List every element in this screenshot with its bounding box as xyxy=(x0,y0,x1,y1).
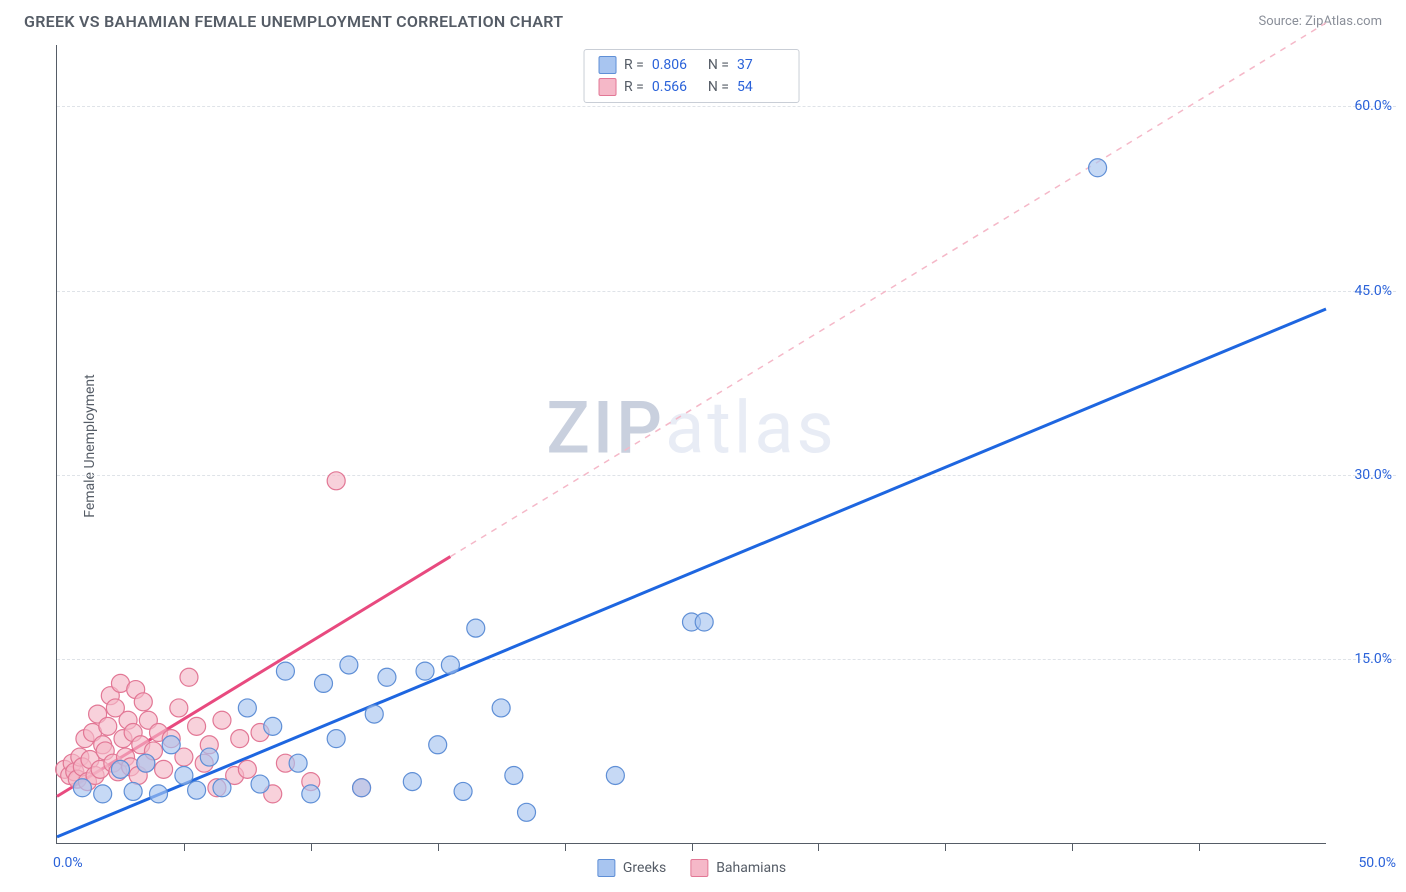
scatter-point xyxy=(314,674,332,692)
r-value-greeks: 0.806 xyxy=(652,57,700,73)
legend-row-bahamians: R = 0.566 N = 54 xyxy=(598,76,785,98)
swatch-greeks-icon xyxy=(598,56,616,74)
scatter-point xyxy=(429,736,447,754)
scatter-point xyxy=(73,779,91,797)
swatch-bahamians-icon xyxy=(598,78,616,96)
y-tick-label: 60.0% xyxy=(1354,98,1392,114)
chart-plot-area: ZIPatlas 15.0%30.0%45.0%60.0% 0.0% 50.0%… xyxy=(56,45,1326,844)
scatter-point xyxy=(327,730,345,748)
swatch-greeks-icon xyxy=(597,859,615,877)
scatter-point xyxy=(213,779,231,797)
legend-item-greeks: Greeks xyxy=(597,859,666,877)
scatter-point xyxy=(200,748,218,766)
y-tick-label: 15.0% xyxy=(1354,651,1392,667)
scatter-point xyxy=(467,619,485,637)
scatter-point xyxy=(365,705,383,723)
scatter-point xyxy=(441,656,459,674)
x-tick xyxy=(945,843,946,851)
scatter-point xyxy=(111,760,129,778)
scatter-point xyxy=(180,668,198,686)
scatter-point xyxy=(416,662,434,680)
x-axis-min-label: 0.0% xyxy=(53,855,83,871)
scatter-point xyxy=(188,717,206,735)
scatter-point xyxy=(264,717,282,735)
scatter-point xyxy=(137,754,155,772)
scatter-point xyxy=(327,472,345,490)
x-tick xyxy=(692,843,693,851)
scatter-point xyxy=(251,775,269,793)
r-value-bahamians: 0.566 xyxy=(652,79,700,95)
scatter-point xyxy=(99,717,117,735)
scatter-point xyxy=(213,711,231,729)
r-label: R = xyxy=(624,57,644,73)
scatter-point xyxy=(134,693,152,711)
scatter-plot-svg xyxy=(57,45,1326,843)
scatter-point xyxy=(454,782,472,800)
scatter-point xyxy=(238,699,256,717)
scatter-point xyxy=(340,656,358,674)
legend-row-greeks: R = 0.806 N = 37 xyxy=(598,54,785,76)
scatter-point xyxy=(150,785,168,803)
scatter-point xyxy=(403,773,421,791)
swatch-bahamians-icon xyxy=(690,859,708,877)
y-tick-label: 45.0% xyxy=(1354,283,1392,299)
scatter-point xyxy=(238,760,256,778)
legend-label-greeks: Greeks xyxy=(623,860,666,876)
scatter-point xyxy=(695,613,713,631)
legend-label-bahamians: Bahamians xyxy=(716,860,786,876)
x-tick xyxy=(311,843,312,851)
regression-line xyxy=(450,23,1326,557)
scatter-point xyxy=(289,754,307,772)
x-tick xyxy=(818,843,819,851)
scatter-point xyxy=(518,803,536,821)
n-label: N = xyxy=(708,79,729,95)
x-axis-max-label: 50.0% xyxy=(1358,855,1396,871)
scatter-point xyxy=(302,785,320,803)
scatter-point xyxy=(155,760,173,778)
scatter-point xyxy=(94,785,112,803)
scatter-point xyxy=(353,779,371,797)
n-value-greeks: 37 xyxy=(737,57,785,73)
scatter-point xyxy=(162,736,180,754)
legend-item-bahamians: Bahamians xyxy=(690,859,786,877)
scatter-point xyxy=(175,766,193,784)
scatter-point xyxy=(505,766,523,784)
x-tick xyxy=(565,843,566,851)
x-tick xyxy=(1199,843,1200,851)
legend-stats: R = 0.806 N = 37 R = 0.566 N = 54 xyxy=(583,49,800,103)
scatter-point xyxy=(1089,159,1107,177)
scatter-point xyxy=(492,699,510,717)
n-label: N = xyxy=(708,57,729,73)
regression-line xyxy=(57,309,1326,837)
x-tick xyxy=(1072,843,1073,851)
r-label: R = xyxy=(624,79,644,95)
scatter-point xyxy=(276,662,294,680)
chart-title: GREEK VS BAHAMIAN FEMALE UNEMPLOYMENT CO… xyxy=(24,12,563,31)
chart-source: Source: ZipAtlas.com xyxy=(1258,14,1382,29)
legend-series: Greeks Bahamians xyxy=(597,859,786,877)
scatter-point xyxy=(170,699,188,717)
scatter-point xyxy=(231,730,249,748)
scatter-point xyxy=(378,668,396,686)
scatter-point xyxy=(124,782,142,800)
y-tick-label: 30.0% xyxy=(1354,467,1392,483)
n-value-bahamians: 54 xyxy=(737,79,785,95)
scatter-point xyxy=(606,766,624,784)
x-tick xyxy=(184,843,185,851)
scatter-point xyxy=(188,781,206,799)
x-tick xyxy=(438,843,439,851)
